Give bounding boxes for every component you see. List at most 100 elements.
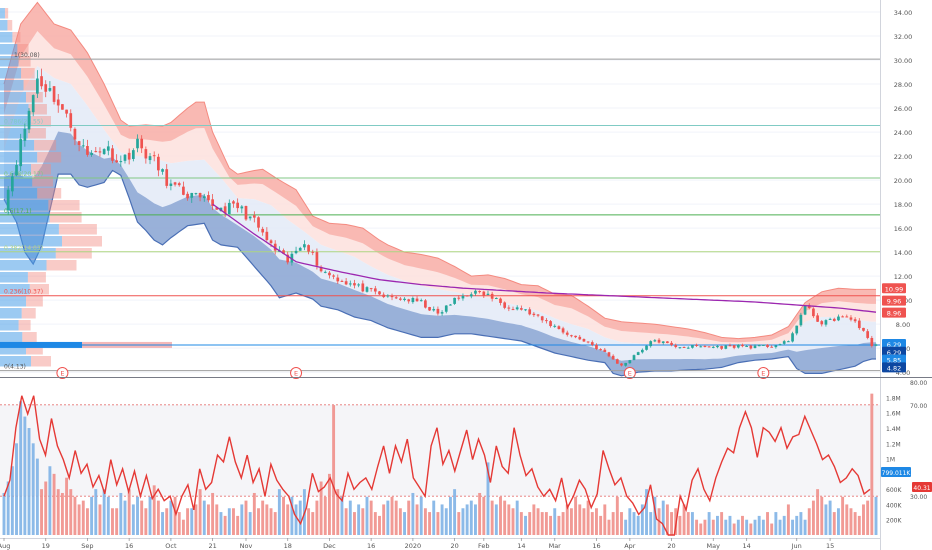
volume-bar[interactable] — [799, 512, 803, 535]
candle-body[interactable] — [56, 99, 60, 106]
volume-bar[interactable] — [503, 500, 507, 535]
volume-bar[interactable] — [728, 515, 732, 535]
volume-bar[interactable] — [707, 512, 711, 535]
candle-body[interactable] — [298, 247, 302, 251]
volume-bar[interactable] — [140, 500, 144, 535]
volume-bar[interactable] — [244, 500, 248, 535]
candle-body[interactable] — [561, 328, 565, 333]
candle-body[interactable] — [386, 295, 390, 297]
volume-bar[interactable] — [206, 504, 210, 535]
candle-body[interactable] — [61, 104, 64, 110]
candle-body[interactable] — [699, 346, 703, 348]
candle-body[interactable] — [36, 78, 39, 94]
candle-body[interactable] — [653, 340, 657, 342]
volume-bar[interactable] — [807, 508, 811, 535]
volume-bar[interactable] — [649, 512, 653, 535]
volume-bar[interactable] — [48, 466, 52, 535]
candle-body[interactable] — [198, 193, 202, 198]
volume-bar[interactable] — [736, 519, 740, 535]
volume-bar[interactable] — [874, 496, 878, 535]
volume-bar[interactable] — [94, 489, 98, 535]
volume-bar[interactable] — [724, 519, 728, 535]
candle-body[interactable] — [515, 307, 519, 310]
volume-bar[interactable] — [198, 489, 202, 535]
volume-bar[interactable] — [540, 512, 544, 535]
volume-bar[interactable] — [106, 496, 110, 535]
volume-bar[interactable] — [474, 504, 477, 535]
volume-bar[interactable] — [152, 485, 156, 535]
candle-body[interactable] — [261, 228, 265, 233]
volume-bar[interactable] — [298, 500, 302, 535]
volume-bar[interactable] — [373, 512, 377, 535]
volume-bar[interactable] — [382, 504, 386, 535]
volume-bar[interactable] — [782, 515, 786, 535]
volume-bar[interactable] — [269, 508, 273, 535]
volume-bar[interactable] — [836, 508, 840, 535]
candle-body[interactable] — [732, 345, 736, 348]
candle-body[interactable] — [44, 84, 48, 92]
volume-bar[interactable] — [565, 504, 569, 535]
candle-body[interactable] — [691, 345, 694, 348]
candle-body[interactable] — [307, 245, 310, 252]
candle-body[interactable] — [136, 138, 139, 149]
volume-bar[interactable] — [277, 489, 281, 535]
volume-bar[interactable] — [569, 508, 573, 535]
candle-body[interactable] — [428, 307, 431, 311]
candle-body[interactable] — [240, 206, 244, 209]
volume-bar[interactable] — [131, 504, 135, 535]
candle-body[interactable] — [140, 138, 144, 149]
candle-body[interactable] — [19, 139, 23, 167]
candle-body[interactable] — [499, 298, 502, 303]
volume-bar[interactable] — [357, 504, 361, 535]
candle-body[interactable] — [670, 342, 673, 345]
candle-body[interactable] — [607, 352, 611, 357]
volume-bar[interactable] — [716, 515, 719, 535]
candle-body[interactable] — [131, 150, 135, 159]
volume-bar[interactable] — [690, 512, 694, 535]
candle-body[interactable] — [424, 300, 427, 308]
volume-bar[interactable] — [661, 500, 665, 535]
candle-body[interactable] — [411, 297, 415, 303]
candle-body[interactable] — [465, 295, 469, 297]
volume-bar[interactable] — [282, 496, 285, 535]
candle-body[interactable] — [582, 339, 586, 342]
volume-bar[interactable] — [611, 512, 615, 535]
candle-body[interactable] — [106, 146, 110, 151]
candle-body[interactable] — [119, 161, 123, 163]
volume-bar[interactable] — [215, 504, 219, 535]
candle-body[interactable] — [449, 304, 452, 306]
volume-bar[interactable] — [645, 489, 648, 535]
candle-body[interactable] — [161, 169, 164, 172]
candle-body[interactable] — [520, 308, 523, 310]
candle-body[interactable] — [390, 295, 394, 298]
candle-body[interactable] — [144, 149, 148, 159]
volume-bar[interactable] — [849, 508, 853, 535]
volume-bar[interactable] — [632, 512, 636, 535]
volume-bar[interactable] — [65, 477, 69, 535]
candle-body[interactable] — [369, 288, 373, 290]
volume-bar[interactable] — [148, 496, 152, 535]
volume-bar[interactable] — [670, 512, 674, 535]
candle-body[interactable] — [98, 151, 102, 153]
volume-bar[interactable] — [165, 508, 169, 535]
candle-body[interactable] — [165, 169, 169, 186]
candle-body[interactable] — [778, 344, 782, 346]
volume-bar[interactable] — [102, 489, 106, 535]
candle-body[interactable] — [223, 206, 227, 214]
candle-body[interactable] — [407, 299, 411, 302]
volume-bar[interactable] — [311, 512, 315, 535]
volume-bar[interactable] — [536, 508, 540, 535]
price-panel[interactable]: 1(30.08) 0.786(24.55) 0.618(20.17) 0.5(17.1… — [0, 1, 880, 379]
earnings-marker[interactable] — [623, 367, 636, 379]
candle-body[interactable] — [365, 287, 369, 292]
candle-body[interactable] — [48, 88, 52, 91]
candle-body[interactable] — [816, 315, 819, 322]
volume-bar[interactable] — [499, 496, 502, 535]
volume-bar[interactable] — [620, 512, 623, 535]
earnings-marker[interactable] — [290, 367, 303, 379]
candle-body[interactable] — [378, 291, 381, 295]
candle-body[interactable] — [586, 341, 590, 343]
volume-bar[interactable] — [607, 519, 611, 535]
volume-bar[interactable] — [123, 500, 127, 535]
candle-body[interactable] — [711, 346, 715, 348]
